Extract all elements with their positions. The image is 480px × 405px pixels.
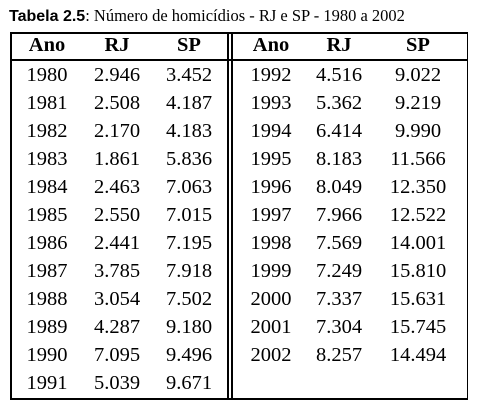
left-sp-cell: 9.671: [165, 372, 213, 394]
right-rj-cell: 4.516: [315, 64, 363, 86]
right-rj-cell: 7.249: [315, 260, 363, 282]
right-sp-cell: 14.001: [389, 232, 447, 254]
right-sp-cell: 9.022: [394, 64, 442, 86]
header-sp-right: SP: [406, 34, 430, 56]
left-sp-cell: 7.502: [165, 288, 213, 310]
right-year-cell: 2002: [250, 344, 292, 366]
left-sp-cell: 9.180: [165, 316, 213, 338]
right-sp-cell: 14.494: [389, 344, 447, 366]
right-sp-cell: 9.219: [394, 92, 442, 114]
table-right-border: [466, 32, 468, 400]
right-rj-cell: 5.362: [315, 92, 363, 114]
left-sp-cell: 3.452: [165, 64, 213, 86]
left-year-cell: 1980: [26, 64, 68, 86]
left-rj-cell: 1.861: [93, 148, 141, 170]
right-sp-cell: 15.745: [389, 316, 447, 338]
left-year-cell: 1991: [26, 372, 68, 394]
left-rj-cell: 2.508: [93, 92, 141, 114]
left-year-cell: 1989: [26, 316, 68, 338]
right-rj-cell: 8.183: [315, 148, 363, 170]
left-rj-cell: 7.095: [93, 344, 141, 366]
right-rj-cell: 6.414: [315, 120, 363, 142]
right-sp-cell: 15.810: [389, 260, 447, 282]
center-divider-1: [227, 32, 229, 400]
header-sp-left: SP: [177, 34, 201, 56]
right-rj-cell: 8.049: [315, 176, 363, 198]
left-year-cell: 1988: [26, 288, 68, 310]
left-rj-cell: 2.170: [93, 120, 141, 142]
right-year-cell: 1996: [250, 176, 292, 198]
header-rule: [10, 59, 468, 61]
left-sp-cell: 9.496: [165, 344, 213, 366]
left-sp-cell: 7.015: [165, 204, 213, 226]
left-sp-cell: 5.836: [165, 148, 213, 170]
left-year-cell: 1982: [26, 120, 68, 142]
left-rj-cell: 4.287: [93, 316, 141, 338]
left-sp-cell: 4.183: [165, 120, 213, 142]
right-sp-cell: 11.566: [390, 148, 446, 170]
left-year-cell: 1983: [26, 148, 68, 170]
left-year-cell: 1984: [26, 176, 68, 198]
left-rj-cell: 5.039: [93, 372, 141, 394]
right-year-cell: 1999: [250, 260, 292, 282]
center-divider-2: [231, 32, 233, 400]
left-rj-cell: 2.441: [93, 232, 141, 254]
left-rj-cell: 3.785: [93, 260, 141, 282]
right-rj-cell: 8.257: [315, 344, 363, 366]
right-rj-cell: 7.337: [315, 288, 363, 310]
table-left-border: [10, 32, 12, 400]
right-sp-cell: 15.631: [389, 288, 447, 310]
right-sp-cell: 12.350: [389, 176, 447, 198]
caption-label: Tabela 2.5: [9, 8, 86, 25]
left-sp-cell: 7.918: [165, 260, 213, 282]
right-sp-cell: 12.522: [389, 204, 447, 226]
right-year-cell: 1997: [250, 204, 292, 226]
right-year-cell: 1992: [250, 64, 292, 86]
left-sp-cell: 4.187: [165, 92, 213, 114]
left-rj-cell: 2.463: [93, 176, 141, 198]
table-top-rule: [10, 32, 468, 34]
left-rj-cell: 2.946: [93, 64, 141, 86]
left-year-cell: 1985: [26, 204, 68, 226]
caption-text: : Número de homicídios - RJ e SP - 1980 …: [85, 6, 405, 25]
right-year-cell: 2001: [250, 316, 292, 338]
right-rj-cell: 7.966: [315, 204, 363, 226]
left-year-cell: 1987: [26, 260, 68, 282]
header-year-right: Ano: [252, 34, 290, 56]
left-year-cell: 1986: [26, 232, 68, 254]
left-sp-cell: 7.063: [165, 176, 213, 198]
right-year-cell: 1993: [250, 92, 292, 114]
left-sp-cell: 7.195: [165, 232, 213, 254]
header-rj-left: RJ: [104, 34, 130, 56]
header-rj-right: RJ: [326, 34, 352, 56]
right-year-cell: 1998: [250, 232, 292, 254]
table-caption: Tabela 2.5: Número de homicídios - RJ e …: [9, 6, 405, 26]
right-year-cell: 2000: [250, 288, 292, 310]
right-rj-cell: 7.304: [315, 316, 363, 338]
right-year-cell: 1995: [250, 148, 292, 170]
left-rj-cell: 2.550: [93, 204, 141, 226]
header-year-left: Ano: [28, 34, 66, 56]
right-sp-cell: 9.990: [394, 120, 442, 142]
left-rj-cell: 3.054: [93, 288, 141, 310]
right-rj-cell: 7.569: [315, 232, 363, 254]
left-year-cell: 1981: [26, 92, 68, 114]
right-year-cell: 1994: [250, 120, 292, 142]
table-bottom-rule: [10, 398, 468, 400]
left-year-cell: 1990: [26, 344, 68, 366]
